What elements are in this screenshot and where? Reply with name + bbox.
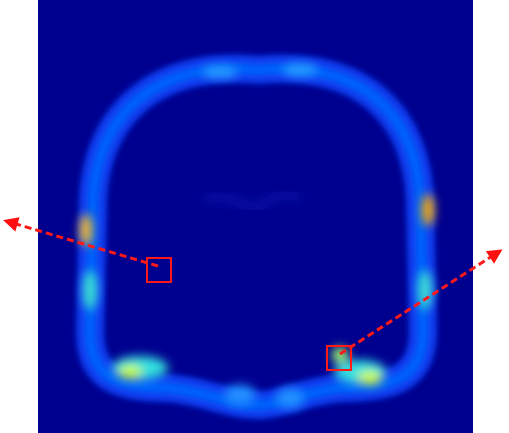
roi-box <box>326 345 352 371</box>
brain-ring <box>75 54 438 420</box>
ventricles <box>203 189 304 213</box>
roi-box <box>146 257 172 283</box>
arrow <box>339 249 503 356</box>
annotations <box>3 217 503 371</box>
arrow <box>3 217 159 268</box>
